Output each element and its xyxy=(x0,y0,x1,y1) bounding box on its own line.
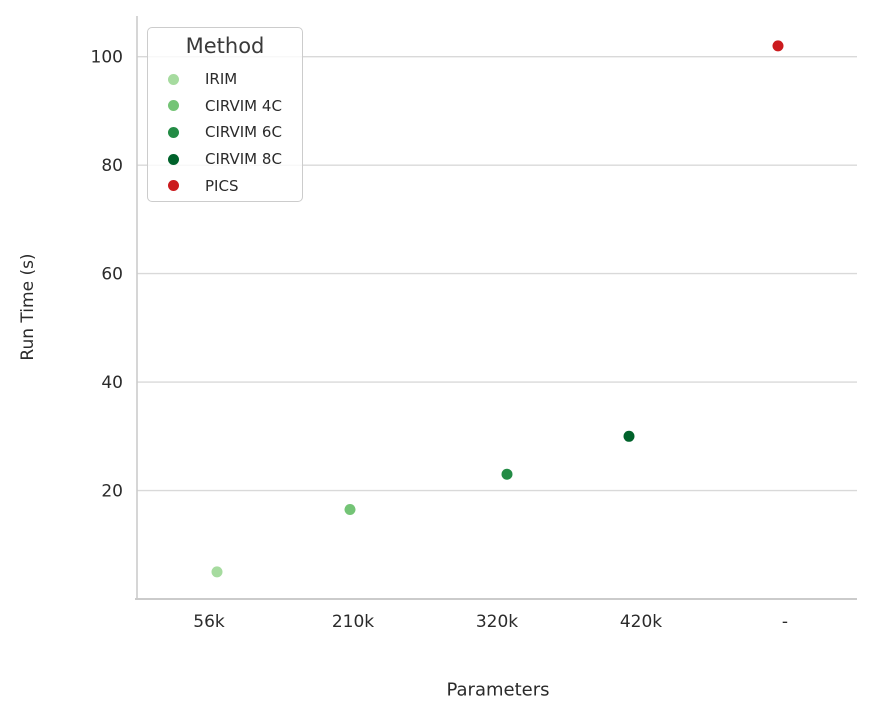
data-point-cirvim-4c xyxy=(344,504,356,516)
y-axis-label: Run Time (s) xyxy=(18,253,38,361)
legend-marker-dot xyxy=(167,180,179,192)
legend-marker-dot xyxy=(167,100,179,112)
legend-item-label: PICS xyxy=(205,176,239,195)
x-tick-label-420k: 420k xyxy=(620,612,662,632)
x-tick-label-210k: 210k xyxy=(332,612,374,632)
legend-marker-dot xyxy=(167,126,179,138)
y-tick-label-60: 60 xyxy=(101,265,123,285)
legend-marker-dot xyxy=(167,73,179,85)
legend-item-label: CIRVIM 6C xyxy=(205,123,282,142)
y-tick-label-100: 100 xyxy=(91,48,123,68)
y-tick-label-40: 40 xyxy=(101,373,123,393)
legend-marker-dot xyxy=(167,153,179,165)
y-tick-label-80: 80 xyxy=(101,156,123,176)
legend-item-label: IRIM xyxy=(205,70,238,89)
data-point-cirvim-6c xyxy=(501,468,513,480)
data-point-irim xyxy=(211,566,223,578)
x-axis-label: Parameters xyxy=(446,679,550,701)
x-tick-label-320k: 320k xyxy=(476,612,518,632)
legend-item-cirvim-6c: CIRVIM 6C xyxy=(148,119,302,146)
legend-item-irim: IRIM xyxy=(148,66,302,93)
legend-item-cirvim-8c: CIRVIM 8C xyxy=(148,146,302,173)
data-point-cirvim-8c xyxy=(623,430,635,442)
x-tick-label--: - xyxy=(782,612,788,632)
legend-title: Method xyxy=(185,34,265,58)
legend-item-cirvim-4c: CIRVIM 4C xyxy=(148,93,302,120)
x-tick-label-56k: 56k xyxy=(193,612,225,632)
data-point-pics xyxy=(772,40,784,52)
legend: Method IRIM CIRVIM 4C CIRVIM 6C CIRVIM 8C PI… xyxy=(147,27,303,202)
legend-item-pics: PICS xyxy=(148,172,302,199)
legend-item-label: CIRVIM 4C xyxy=(205,96,282,115)
y-tick-label-20: 20 xyxy=(101,482,123,502)
legend-items: IRIM CIRVIM 4C CIRVIM 6C CIRVIM 8C PICS xyxy=(148,66,302,199)
legend-item-label: CIRVIM 8C xyxy=(205,150,282,169)
